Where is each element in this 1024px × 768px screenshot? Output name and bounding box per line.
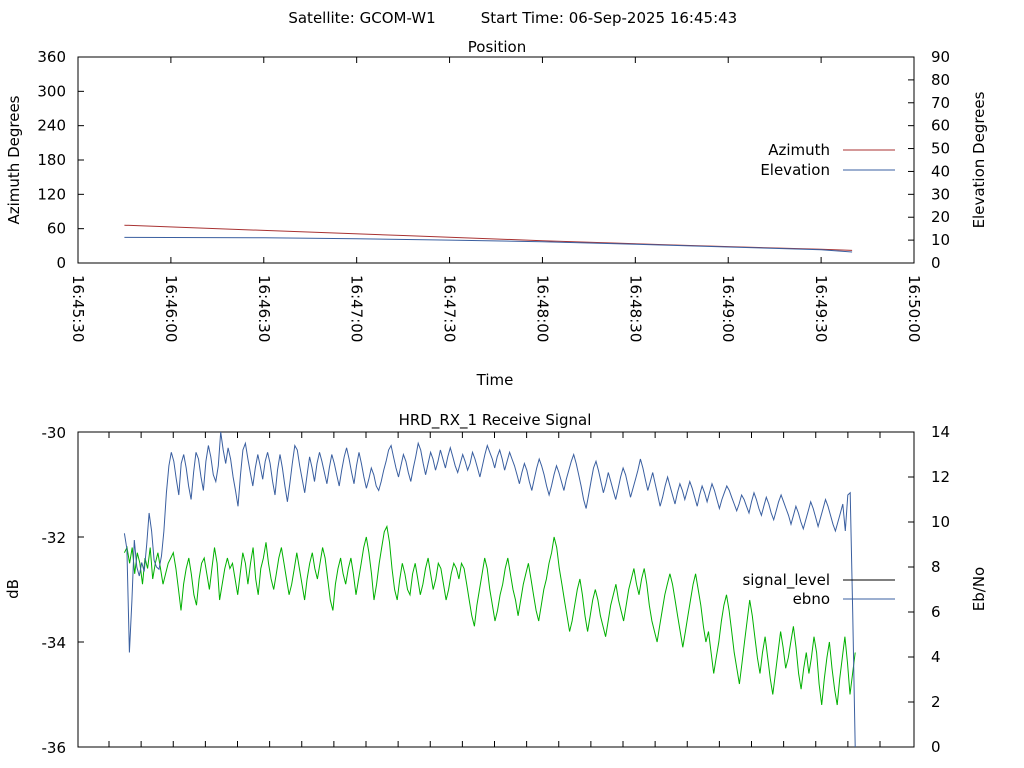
azimuth-tick-label: 120 (37, 185, 66, 203)
ebno-legend-label: ebno (793, 590, 830, 608)
ebno-tick-label: 10 (931, 513, 950, 531)
time-tick-label: 16:48:00 (533, 275, 551, 342)
position-series (124, 224, 853, 253)
elevation-tick-label: 90 (931, 48, 950, 66)
elevation-tick-label: 70 (931, 94, 950, 112)
ebno-axis-label: Eb/No (970, 567, 988, 611)
azimuth-tick-label: 360 (37, 48, 66, 66)
signal-level-series-line (123, 524, 856, 706)
ebno-series-line (123, 431, 856, 748)
ebno-tick-label: 12 (931, 468, 950, 486)
elevation-axis-label: Elevation Degrees (970, 91, 988, 228)
elevation-tick-label: 60 (931, 117, 950, 135)
elevation-tick-label: 50 (931, 140, 950, 158)
elevation-tick-label: 0 (931, 254, 941, 272)
azimuth-tick-label: 180 (37, 151, 66, 169)
elevation-legend-label: Elevation (760, 161, 830, 179)
start-time-label: Start Time: 06-Sep-2025 16:45:43 (481, 9, 737, 27)
receive-series (123, 431, 856, 748)
azimuth-legend-label: Azimuth (768, 141, 830, 159)
azimuth-tick-label: 300 (37, 82, 66, 100)
position-legend: Azimuth Elevation (760, 141, 895, 179)
time-tick-label: 16:50:00 (905, 275, 923, 342)
elevation-tick-label: 30 (931, 185, 950, 203)
ebno-tick-label: 6 (931, 603, 941, 621)
azimuth-tick-label: 60 (47, 220, 66, 238)
elevation-tick-label: 40 (931, 162, 950, 180)
elevation-tick-label: 20 (931, 208, 950, 226)
db-tick-label: -30 (42, 424, 67, 442)
receive-plot-frame (77, 431, 915, 748)
ebno-tick-label: 2 (931, 693, 941, 711)
position-plot-frame (77, 56, 915, 264)
time-tick-label: 16:45:30 (69, 275, 87, 342)
position-chart-title: Position (468, 38, 526, 56)
ebno-tick-label: 14 (931, 423, 950, 441)
position-chart: Position 3603002401801206009080706050403… (5, 38, 988, 389)
db-tick-label: -32 (42, 529, 67, 547)
azimuth-tick-label: 0 (56, 254, 66, 272)
time-axis-label: Time (476, 371, 514, 389)
ebno-tick-label: 4 (931, 648, 941, 666)
time-tick-label: 16:49:00 (719, 275, 737, 342)
time-tick-label: 16:46:30 (255, 275, 273, 342)
position-ticks: 360300240180120600908070605040302010016:… (37, 48, 950, 342)
azimuth-tick-label: 240 (37, 117, 66, 135)
elevation-tick-label: 80 (931, 71, 950, 89)
db-tick-label: -36 (42, 739, 67, 757)
elevation-series-line (124, 236, 853, 253)
time-tick-label: 16:47:30 (441, 275, 459, 342)
receive-ticks: -30 -32 -34 -36 14 12 10 8 6 4 2 0 (42, 423, 951, 757)
receive-signal-chart: HRD_RX_1 Receive Signal -30 -32 -34 -36 14 12… (4, 411, 988, 757)
satellite-label: Satellite: GCOM-W1 (288, 9, 435, 27)
time-tick-label: 16:46:00 (162, 275, 180, 342)
elevation-tick-label: 10 (931, 231, 950, 249)
db-tick-label: -34 (42, 634, 67, 652)
receive-signal-chart-title: HRD_RX_1 Receive Signal (399, 411, 592, 430)
time-tick-label: 16:47:00 (348, 275, 366, 342)
ebno-tick-label: 0 (931, 738, 941, 756)
time-tick-label: 16:49:30 (812, 275, 830, 342)
time-tick-label: 16:48:30 (626, 275, 644, 342)
db-axis-label: dB (4, 579, 22, 599)
signal-level-legend-label: signal_level (742, 571, 830, 590)
azimuth-axis-label: Azimuth Degrees (5, 95, 23, 224)
ebno-tick-label: 8 (931, 558, 941, 576)
